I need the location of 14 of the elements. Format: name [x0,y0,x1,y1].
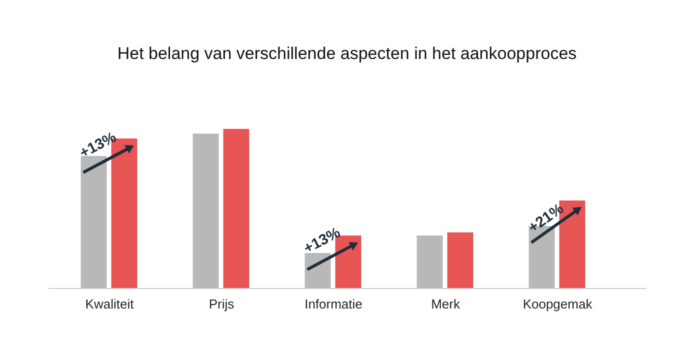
x-tick-label: Kwaliteit [85,296,134,312]
bar [304,253,331,288]
annotation: +13% [300,224,344,258]
bar [192,134,219,288]
chart-title: Het belang van verschillende aspecten in het aankoopproces [117,44,577,63]
bar [447,232,474,288]
bar [416,236,443,288]
x-tick-label: Merk [431,296,460,312]
bar [80,156,107,288]
x-tick-label: Informatie [304,296,362,312]
x-tick-label: Prijs [208,296,235,312]
annotation: +13% [76,128,120,162]
x-tick-label: Koopgemak [522,296,593,312]
bar [223,128,250,288]
